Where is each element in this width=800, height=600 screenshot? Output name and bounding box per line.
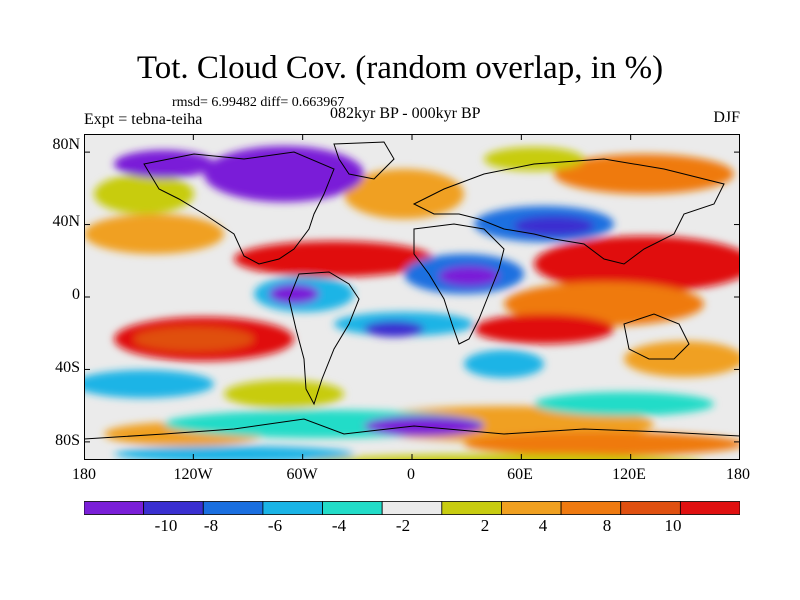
stats-label: rmsd= 6.99482 diff= 0.663967: [172, 95, 345, 110]
lat-tick-label: 80N: [52, 136, 80, 153]
lon-tick-label: 120W: [173, 466, 213, 483]
lon-tick-label: 120E: [612, 466, 646, 483]
cloud-cover-map: [84, 134, 740, 460]
colorbar-box: [620, 501, 681, 515]
colorbar-box: [381, 501, 443, 515]
experiment-label: Expt = tebna-teiha: [84, 111, 203, 128]
lat-tick-label: 40N: [52, 213, 80, 230]
colorbar-box: [441, 501, 502, 515]
colorbar-label: -6: [267, 516, 283, 535]
colorbar-box: [501, 501, 562, 515]
colorbar-box: [143, 501, 204, 515]
colorbar-box: [202, 501, 264, 515]
lon-tick-label: 60E: [507, 466, 533, 483]
colorbar-box: [84, 501, 145, 515]
period-label: 082kyr BP - 000kyr BP: [330, 105, 481, 122]
colorbar-box: [560, 501, 622, 515]
lat-tick-label: 40S: [55, 359, 80, 376]
colorbar-label: -10: [154, 516, 178, 535]
anomaly-field: [84, 134, 740, 460]
colorbar-label: 8: [602, 516, 612, 535]
colorbar-label: 2: [480, 516, 490, 535]
colorbar-label: -8: [203, 516, 219, 535]
lat-tick-label: 80S: [55, 432, 80, 449]
lon-tick-label: 0: [407, 466, 415, 483]
season-label: DJF: [713, 109, 740, 126]
lon-tick-label: 180: [726, 466, 750, 483]
lon-tick-label: 180: [72, 466, 96, 483]
colorbar-label: -2: [395, 516, 411, 535]
coastlines: [84, 141, 740, 440]
colorbar-label: 10: [664, 516, 682, 535]
axis-ticks: [84, 134, 740, 460]
map-title: Tot. Cloud Cov. (random overlap, in %): [136, 50, 664, 86]
colorbar-label: -4: [331, 516, 347, 535]
colorbar-box: [679, 501, 740, 515]
colorbar-label: 4: [538, 516, 548, 535]
colorbar-box: [322, 501, 383, 515]
colorbar: [84, 501, 740, 515]
colorbar-box: [262, 501, 323, 515]
lon-tick-label: 60W: [286, 466, 318, 483]
lat-tick-label: 0: [72, 286, 80, 303]
